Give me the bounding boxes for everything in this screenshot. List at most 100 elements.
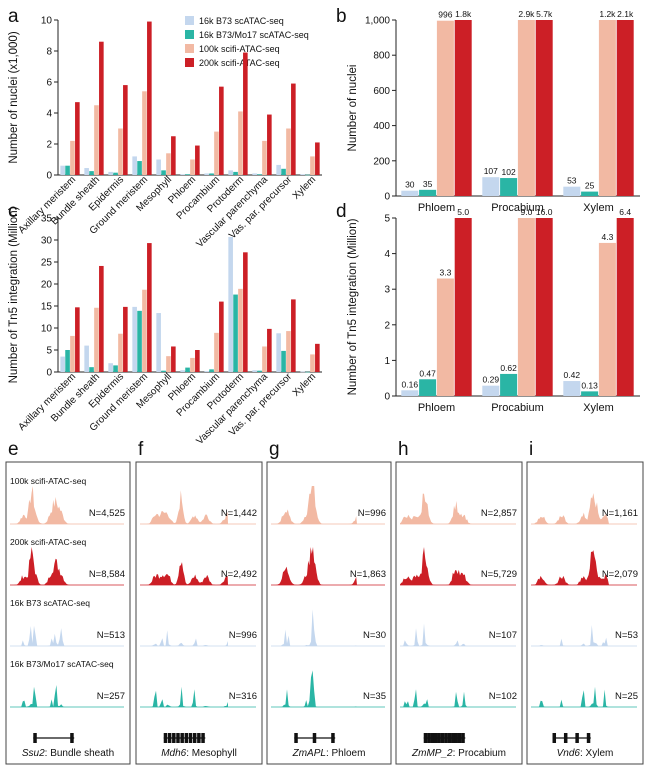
bar xyxy=(137,161,142,175)
legend-swatch-100k xyxy=(185,44,194,53)
bar xyxy=(401,191,418,196)
bar xyxy=(123,85,128,175)
bar xyxy=(276,333,281,372)
track-count-label: N=5,729 xyxy=(481,569,517,580)
bar xyxy=(156,160,161,176)
track-panel-h: hN=2,857N=5,729N=107N=102ZmMP_2: Procabi… xyxy=(396,439,522,764)
coverage-track xyxy=(10,626,96,646)
bar xyxy=(190,358,195,372)
track-row-label: 200k scifi-ATAC-seq xyxy=(10,537,86,547)
bar xyxy=(310,156,315,175)
bar-value-label: 107 xyxy=(484,166,498,176)
gene-model-exon xyxy=(189,733,193,743)
panel-letter-i: i xyxy=(529,439,533,460)
y-tick-label: 0 xyxy=(384,392,390,403)
y-tick-label: 10 xyxy=(41,324,53,335)
bar xyxy=(84,168,89,175)
bar xyxy=(291,299,296,372)
gene-model-exon xyxy=(553,733,557,743)
bar xyxy=(252,370,257,372)
coverage-track xyxy=(400,494,488,524)
bar xyxy=(536,218,553,396)
track-row-label: 16k B73 scATAC-seq xyxy=(10,598,90,608)
gene-caption: ZmMP_2: Procabium xyxy=(411,748,506,759)
y-tick-label: 30 xyxy=(41,236,53,247)
gene-model-exon xyxy=(575,733,579,743)
track-row-label: 16k B73/Mo17 scATAC-seq xyxy=(10,659,114,669)
gene-name: Ssu2 xyxy=(22,748,45,759)
genome-tracks: eN=4,525N=8,584N=513N=257100k scifi-ATAC… xyxy=(6,439,643,764)
y-tick-label: 800 xyxy=(373,51,390,62)
x-tick-label: Xylem xyxy=(291,174,318,201)
y-tick-label: 1,000 xyxy=(365,16,390,27)
bar xyxy=(437,279,454,396)
x-tick-label: Xylem xyxy=(583,202,614,214)
y-tick-label: 6 xyxy=(46,78,52,89)
chart-b: 02004006008001,000Number of nuclei30 3599… xyxy=(347,9,640,214)
bar-value-label: 0.42 xyxy=(564,370,581,380)
bar-value-label: 2.1k xyxy=(617,9,634,19)
gene-model-exon xyxy=(176,733,180,743)
bar xyxy=(581,192,598,196)
y-tick-label: 200 xyxy=(373,156,390,167)
legend-label-100k: 100k scifi-ATAC-seq xyxy=(199,44,280,54)
bar-value-label: 5.7k xyxy=(536,9,553,19)
gene-model-exon xyxy=(461,733,465,743)
gene-model-exon xyxy=(185,733,189,743)
x-tick-label: Phloem xyxy=(418,202,455,214)
bar xyxy=(99,42,104,175)
y-axis-title: Number of nuclei xyxy=(347,65,359,152)
legend-label-b73: 16k B73 scATAC-seq xyxy=(199,16,284,26)
gene-name: ZmAPL xyxy=(292,748,326,759)
bar xyxy=(75,307,80,372)
bar xyxy=(581,391,598,396)
bar xyxy=(243,252,248,372)
y-tick-label: 0 xyxy=(46,368,52,379)
coverage-track xyxy=(400,689,488,707)
gene-model-exon xyxy=(424,733,428,743)
bar xyxy=(65,350,70,372)
bar xyxy=(482,386,499,396)
bar-value-label: 53 xyxy=(567,176,577,186)
bar xyxy=(137,311,142,372)
bar-value-label: 0.29 xyxy=(483,375,500,385)
gene-caption: Vnd6: Xylem xyxy=(557,748,614,759)
y-tick-label: 4 xyxy=(384,249,390,260)
bar xyxy=(286,129,291,176)
gene-model-exon xyxy=(437,733,441,743)
bar xyxy=(132,156,137,175)
legend-swatch-200k xyxy=(185,58,194,67)
gene-model-exon xyxy=(164,733,168,743)
gene-model-exon xyxy=(448,733,452,743)
bar xyxy=(113,365,118,372)
gene-model-exon xyxy=(431,733,435,743)
y-tick-label: 600 xyxy=(373,86,390,97)
coverage-track xyxy=(140,687,228,707)
x-tick-label: Xylem xyxy=(291,371,318,398)
y-tick-label: 1 xyxy=(384,356,390,367)
y-tick-label: 20 xyxy=(41,280,53,291)
bar-value-label: 1.2k xyxy=(599,9,616,19)
bar xyxy=(75,102,80,175)
bar-value-label: 0.13 xyxy=(581,380,598,390)
track-panel-e: e N=4,525 N=8,584 N=513 N=257 100k scifi-ATAC… xyxy=(6,439,130,764)
coverage-track xyxy=(271,486,357,524)
bar xyxy=(281,351,286,372)
y-tick-label: 8 xyxy=(46,47,52,58)
bar xyxy=(195,350,200,372)
y-tick-label: 5 xyxy=(384,214,390,225)
track-count-label: N=25 xyxy=(615,691,638,702)
bar xyxy=(286,331,291,372)
track-count-label: N=513 xyxy=(97,630,125,641)
gene-model-exon xyxy=(454,733,458,743)
bar-value-label: 0.47 xyxy=(419,368,436,378)
bar xyxy=(214,132,219,175)
gene-caption: ZmAPL: Phloem xyxy=(292,748,366,759)
bar xyxy=(166,356,171,372)
bar-value-label: 30 xyxy=(405,180,415,190)
bar xyxy=(84,346,89,372)
gene-celltype: : Mesophyll xyxy=(186,748,237,759)
track-count-label: N=257 xyxy=(97,691,125,702)
bar xyxy=(195,146,200,175)
bar xyxy=(252,173,257,175)
